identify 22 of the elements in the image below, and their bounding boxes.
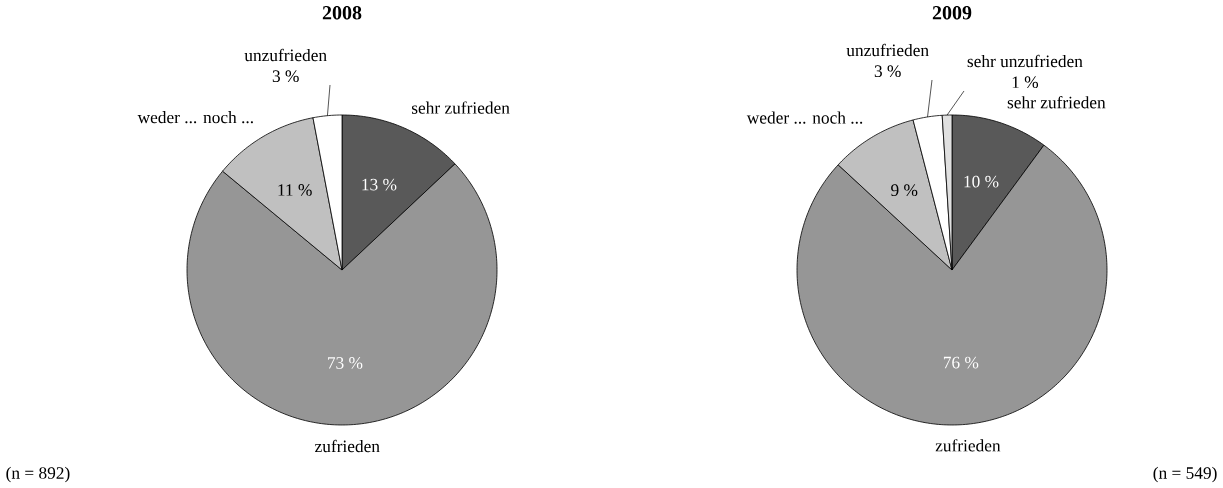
text: (n = 892) xyxy=(6,466,70,483)
data-label: 1 % xyxy=(1012,76,1039,89)
chart-title: 2008 xyxy=(322,6,362,20)
data-label: 13 % xyxy=(362,178,397,191)
data-label: 10 % xyxy=(964,175,999,188)
data-label: 3 % xyxy=(874,65,901,78)
data-label: 9 % xyxy=(891,184,918,197)
data-label: 76 % xyxy=(943,356,979,369)
slice-label: weder ... noch ... xyxy=(137,111,253,124)
slice-label: weder ... noch ... xyxy=(746,111,863,124)
text: (n = 549) xyxy=(1153,466,1217,483)
slice-label: zufrieden xyxy=(315,439,380,453)
slice-label: sehr zufrieden xyxy=(1007,96,1106,109)
chart-title: 2009 xyxy=(932,6,972,20)
data-label: 73 % xyxy=(328,357,363,369)
slice-label: sehr zufrieden xyxy=(411,101,510,114)
data-label: 3 % xyxy=(272,70,299,83)
slice-label: unzufrieden xyxy=(846,43,929,57)
slice-label: sehr unzufrieden xyxy=(967,54,1083,68)
slice-label: zufrieden xyxy=(935,439,1001,452)
data-label: 11 % xyxy=(278,184,312,196)
slice-label: unzufrieden xyxy=(244,48,327,62)
